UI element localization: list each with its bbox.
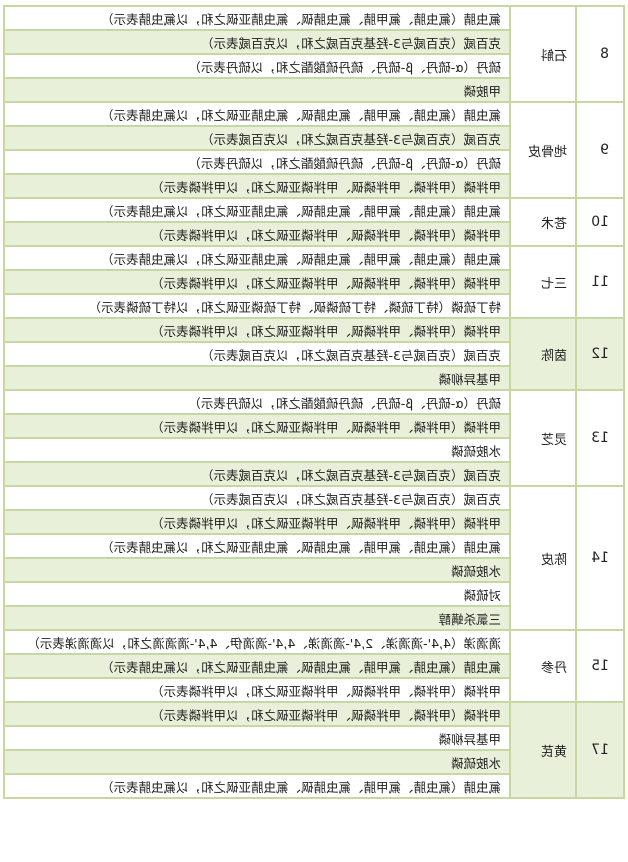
table-row: 9 地骨皮 氟虫腈（氟虫腈、氟甲腈、氟虫腈砜、氟虫腈亚砜之和，以氟虫腈表示） [4, 102, 624, 198]
table-row: 14 陈皮 克百威（克百威与3-羟基克百威之和，以克百威表示） [4, 486, 624, 630]
row-number: 8 [576, 6, 624, 102]
pesticide-item: 水胺硫磷 [4, 438, 510, 462]
pesticide-residue-table: 8 石斛 氟虫腈（氟虫腈、氟甲腈、氟虫腈砜、氟虫腈亚砜之和，以氟虫腈表示） 克百威（克… [3, 5, 625, 799]
pesticide-item: 硫丹（α-硫丹、β-硫丹、硫丹硫酸酯之和，以硫丹表示） [4, 390, 510, 414]
pesticide-item: 甲基异柳磷 [4, 366, 510, 390]
herb-name: 地骨皮 [510, 102, 576, 198]
row-number: 13 [576, 390, 624, 486]
pesticide-item: 硫丹（α-硫丹、β-硫丹、硫丹硫酸酯之和，以硫丹表示） [4, 54, 510, 78]
table-row: 11 三七 氟虫腈（氟虫腈、氟甲腈、氟虫腈砜、氟虫腈亚砜之和，以氟虫腈表示） [4, 246, 624, 318]
pesticide-item: 甲拌磷（甲拌磷、甲拌磷砜、甲拌磷亚砜之和，以甲拌磷表示） [4, 414, 510, 438]
row-number: 15 [576, 630, 624, 702]
table-row: 15 丹参 滴滴涕（4,4'-滴滴涕、2,4'-滴滴涕、4,4'-滴滴伊、4,4'-… [4, 630, 624, 702]
pesticide-item: 氟虫腈（氟虫腈、氟甲腈、氟虫腈砜、氟虫腈亚砜之和，以氟虫腈表示） [4, 6, 510, 30]
table-row: 13 灵芝 硫丹（α-硫丹、β-硫丹、硫丹硫酸酯之和，以硫丹表示） [4, 390, 624, 486]
row-number: 17 [576, 702, 624, 798]
pesticide-item: 克百威（克百威与3-羟基克百威之和，以克百威表示） [4, 342, 510, 366]
herb-name: 石斛 [510, 6, 576, 102]
pesticide-item: 甲基异柳磷 [4, 726, 510, 750]
pesticide-item: 三氯杀螨醇 [4, 606, 510, 630]
row-number: 9 [576, 102, 624, 198]
pesticide-item: 硫丹（α-硫丹、β-硫丹、硫丹硫酸酯之和，以硫丹表示） [4, 150, 510, 174]
pesticide-item: 氟虫腈（氟虫腈、氟甲腈、氟虫腈砜、氟虫腈亚砜之和，以氟虫腈表示） [4, 654, 510, 678]
pesticide-item: 克百威（克百威与3-羟基克百威之和，以克百威表示） [4, 126, 510, 150]
pesticide-item: 克百威（克百威与3-羟基克百威之和，以克百威表示） [4, 462, 510, 486]
pesticide-item: 甲拌磷（甲拌磷、甲拌磷砜、甲拌磷亚砜之和，以甲拌磷表示） [4, 174, 510, 198]
row-number: 10 [576, 198, 624, 246]
herb-name: 茵陈 [510, 318, 576, 390]
pesticide-item: 甲胺磷 [4, 78, 510, 102]
pesticide-item: 甲拌磷（甲拌磷、甲拌磷砜、甲拌磷亚砜之和，以甲拌磷表示） [4, 270, 510, 294]
table-row: 8 石斛 氟虫腈（氟虫腈、氟甲腈、氟虫腈砜、氟虫腈亚砜之和，以氟虫腈表示） [4, 6, 624, 102]
table-row: 10 苍术 氟虫腈（氟虫腈、氟甲腈、氟虫腈砜、氟虫腈亚砜之和，以氟虫腈表示） [4, 198, 624, 246]
pesticide-item: 甲拌磷（甲拌磷、甲拌磷砜、甲拌磷亚砜之和，以甲拌磷表示） [4, 678, 510, 702]
row-number: 11 [576, 246, 624, 318]
herb-name: 苍术 [510, 198, 576, 246]
row-number: 14 [576, 486, 624, 630]
herb-name: 陈皮 [510, 486, 576, 630]
table-row: 17 黄芪 甲拌磷（甲拌磷、甲拌磷砜、甲拌磷亚砜之和，以甲拌磷表示） [4, 702, 624, 798]
pesticide-item: 特丁硫磷（特丁硫磷、特丁硫磷砜、特丁硫磷亚砜之和，以特丁硫磷表示） [4, 294, 510, 318]
pesticide-item: 氟虫腈（氟虫腈、氟甲腈、氟虫腈砜、氟虫腈亚砜之和，以氟虫腈表示） [4, 246, 510, 270]
pesticide-item: 甲拌磷（甲拌磷、甲拌磷砜、甲拌磷亚砜之和，以甲拌磷表示） [4, 510, 510, 534]
herb-name: 黄芪 [510, 702, 576, 798]
table-row: 12 茵陈 甲拌磷（甲拌磷、甲拌磷砜、甲拌磷亚砜之和，以甲拌磷表示） [4, 318, 624, 390]
pesticide-item: 氟虫腈（氟虫腈、氟甲腈、氟虫腈砜、氟虫腈亚砜之和，以氟虫腈表示） [4, 534, 510, 558]
pesticide-item: 甲拌磷（甲拌磷、甲拌磷砜、甲拌磷亚砜之和，以甲拌磷表示） [4, 318, 510, 342]
herb-name: 丹参 [510, 630, 576, 702]
pesticide-item: 甲拌磷（甲拌磷、甲拌磷砜、甲拌磷亚砜之和，以甲拌磷表示） [4, 222, 510, 246]
pesticide-item: 对硫磷 [4, 582, 510, 606]
pesticide-item: 氟虫腈（氟虫腈、氟甲腈、氟虫腈砜、氟虫腈亚砜之和，以氟虫腈表示） [4, 102, 510, 126]
pesticide-item: 克百威（克百威与3-羟基克百威之和，以克百威表示） [4, 486, 510, 510]
pesticide-item: 氟虫腈（氟虫腈、氟甲腈、氟虫腈砜、氟虫腈亚砜之和，以氟虫腈表示） [4, 198, 510, 222]
herb-name: 灵芝 [510, 390, 576, 486]
pesticide-item: 甲拌磷（甲拌磷、甲拌磷砜、甲拌磷亚砜之和，以甲拌磷表示） [4, 702, 510, 726]
pesticide-item: 氟虫腈（氟虫腈、氟甲腈、氟虫腈砜、氟虫腈亚砜之和，以氟虫腈表示） [4, 774, 510, 798]
row-number: 12 [576, 318, 624, 390]
pesticide-item: 水胺硫磷 [4, 750, 510, 774]
pesticide-item: 克百威（克百威与3-羟基克百威之和，以克百威表示） [4, 30, 510, 54]
pesticide-item: 水胺硫磷 [4, 558, 510, 582]
pesticide-item: 滴滴涕（4,4'-滴滴涕、2,4'-滴滴涕、4,4'-滴滴伊、4,4'-滴滴滴之… [4, 630, 510, 654]
herb-name: 三七 [510, 246, 576, 318]
